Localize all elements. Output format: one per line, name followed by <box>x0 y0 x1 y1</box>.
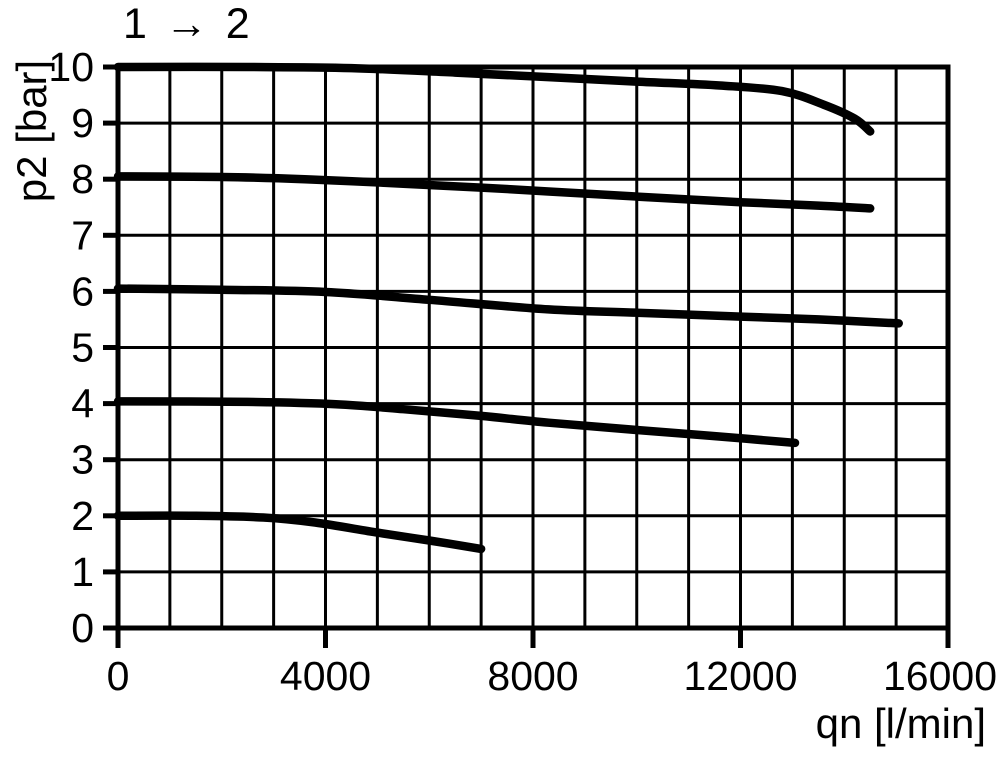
x-tick-label: 0 <box>107 653 130 699</box>
y-tick-label: 2 <box>71 493 94 539</box>
curve-p1-10bar <box>113 62 875 136</box>
curve-p1-4bar <box>113 397 800 448</box>
y-tick-label: 9 <box>71 100 94 146</box>
y-tick-label: 8 <box>71 156 94 202</box>
curve-p1-2bar <box>113 511 486 554</box>
y-tick-label: 1 <box>71 549 94 595</box>
chart-title: 1 → 2 <box>123 0 253 48</box>
curve-p1-6bar <box>113 284 903 328</box>
x-tick-label: 16000 <box>883 653 997 699</box>
x-axis-label: qn [l/min] <box>815 700 986 747</box>
x-tick-label: 8000 <box>487 653 578 699</box>
y-tick-label: 3 <box>71 437 94 483</box>
curve-p1-8bar <box>113 172 875 213</box>
y-tick-label: 10 <box>48 44 94 90</box>
x-tick-label: 12000 <box>683 653 797 699</box>
y-tick-label: 0 <box>71 605 94 651</box>
y-tick-label: 7 <box>71 212 94 258</box>
x-tick-label: 4000 <box>280 653 371 699</box>
y-tick-label: 4 <box>71 381 94 427</box>
y-tick-label: 5 <box>71 325 94 371</box>
y-tick-label: 6 <box>71 268 94 314</box>
